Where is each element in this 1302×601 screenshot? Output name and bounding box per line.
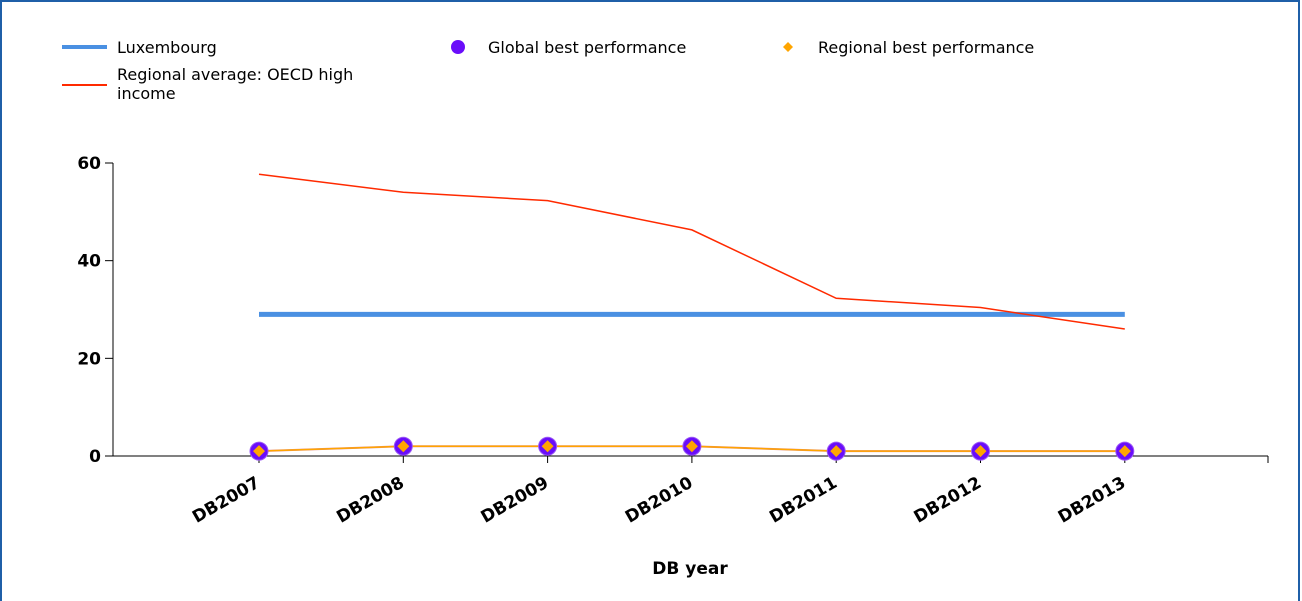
y-tick-label: 0 [89,447,101,467]
legend-label: Regional best performance [818,38,1034,57]
regional-best-point [541,440,554,453]
legend-swatch [783,42,793,52]
legend-swatch [451,40,465,54]
legend-label: Regional average: OECD high [117,65,353,84]
x-tick-label: DB2008 [333,473,407,528]
legend: Luxembourg Regional average: OECD highinc… [62,38,1034,103]
x-axis-title: DB year [652,559,728,579]
y-tick-label: 40 [77,252,101,272]
x-tick-label: DB2010 [622,473,697,528]
legend-item: Luxembourg [62,38,217,57]
legend-label: income [117,84,176,103]
tick-labels: 0 20 40 60 DB2007 DB2008 DB2009 DB2010 DB2011 DB2… [77,154,1129,579]
regional-best-point [1118,445,1131,458]
regional-best-point [685,440,698,453]
x-tick-label: DB2013 [1055,473,1129,528]
regional-best-point [397,440,410,453]
legend-item: Regional best performance [783,38,1034,57]
y-tick-label: 60 [77,154,101,174]
legend-label: Luxembourg [117,38,217,57]
x-tick-label: DB2011 [766,473,840,528]
axes [105,162,1269,463]
x-tick-label: DB2012 [911,473,985,528]
regional-best-point [253,445,265,458]
x-tick-label: DB2009 [478,473,552,528]
legend-label: Global best performance [488,38,686,57]
y-tick-label: 20 [77,349,101,369]
series-layer [249,173,1135,461]
legend-item: Global best performance [451,38,686,57]
x-tick-label: DB2007 [189,473,263,528]
regional-best-point [830,445,843,458]
regional-best-point [974,445,987,458]
regional-average-line [258,173,1125,330]
